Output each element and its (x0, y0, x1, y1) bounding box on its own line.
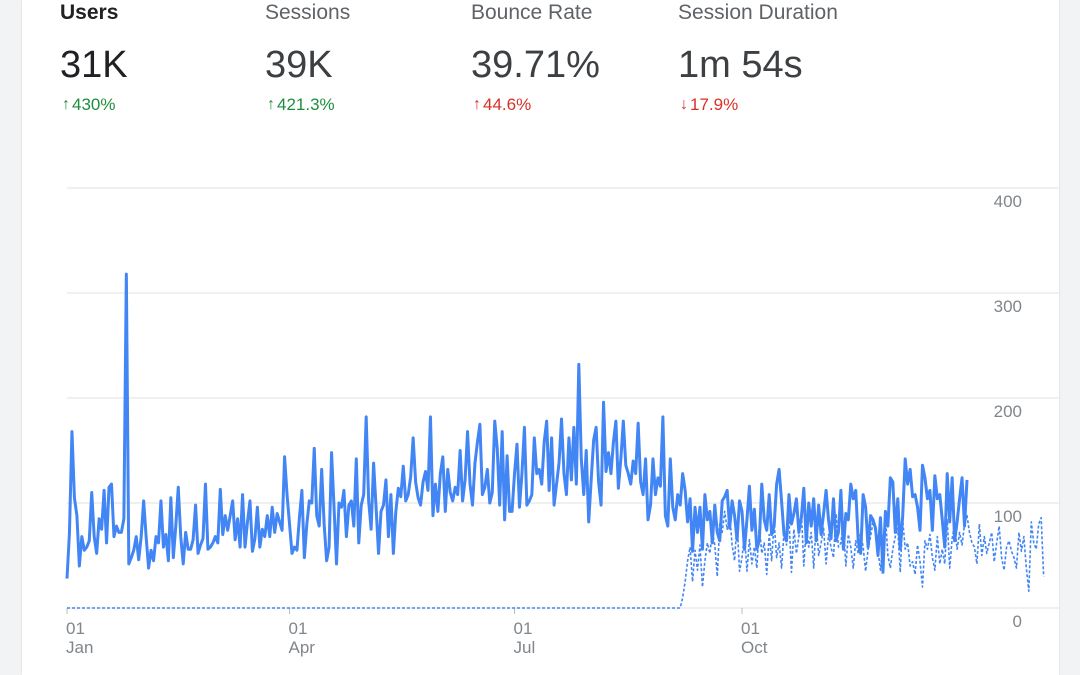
metric-tile-sessions[interactable]: Sessions 39K ↑ 421.3% (265, 0, 445, 125)
metric-change-text: 44.6% (483, 95, 532, 114)
y-tick-label: 0 (1013, 612, 1022, 631)
metric-change: ↓ 17.9% (680, 95, 738, 115)
analytics-card: Users 31K ↑ 430% Sessions 39K ↑ 421.3% Bounce Ra… (22, 0, 1059, 675)
arrow-up-icon: ↑ (473, 96, 481, 113)
x-tick-day: 01 (289, 619, 308, 638)
metric-change: ↑ 430% (62, 95, 115, 115)
metric-tile-session-duration[interactable]: Session Duration 1m 54s ↓ 17.9% (678, 0, 918, 125)
metric-change: ↑ 44.6% (473, 95, 531, 115)
metrics-row: Users 31K ↑ 430% Sessions 39K ↑ 421.3% Bounce Ra… (22, 0, 1059, 130)
metric-value: 39K (265, 44, 333, 86)
series-line-comparison (67, 510, 1045, 609)
arrow-up-icon: ↑ (267, 96, 275, 113)
x-tick-month: Jul (514, 638, 536, 657)
metric-value: 1m 54s (678, 44, 803, 86)
metric-value: 39.71% (471, 44, 600, 86)
x-tick-month: Oct (741, 638, 768, 657)
arrow-up-icon: ↑ (62, 96, 70, 113)
metric-change: ↑ 421.3% (267, 95, 335, 115)
y-tick-label: 400 (994, 192, 1022, 211)
series-line-current (65, 272, 969, 579)
x-tick-month: Jan (66, 638, 93, 657)
metric-label: Users (60, 1, 119, 24)
metric-change-text: 421.3% (277, 95, 335, 114)
y-tick-label: 100 (994, 507, 1022, 526)
metric-change-text: 17.9% (690, 95, 739, 114)
y-tick-label: 200 (994, 402, 1022, 421)
arrow-down-icon: ↓ (680, 96, 688, 113)
metric-label: Session Duration (678, 1, 838, 24)
x-tick-day: 01 (514, 619, 533, 638)
x-tick-month: Apr (289, 638, 316, 657)
metric-tile-users[interactable]: Users 31K ↑ 430% (60, 0, 240, 125)
x-tick-day: 01 (741, 619, 760, 638)
x-tick-day: 01 (66, 619, 85, 638)
y-tick-label: 300 (994, 297, 1022, 316)
metric-value: 31K (60, 44, 128, 86)
metric-change-text: 430% (72, 95, 116, 114)
metric-tile-bounce-rate[interactable]: Bounce Rate 39.71% ↑ 44.6% (471, 0, 661, 125)
metric-label: Bounce Rate (471, 1, 593, 24)
metric-label: Sessions (265, 1, 351, 24)
